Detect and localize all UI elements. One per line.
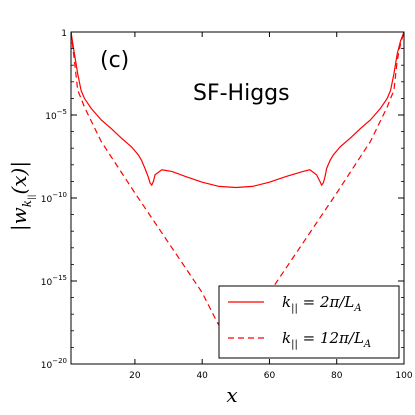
y-axis-label: |wk||(x)| bbox=[7, 161, 36, 231]
x-axis-ticks: 20 40 60 80 100 bbox=[129, 32, 413, 381]
x-tick-label: 60 bbox=[264, 371, 276, 381]
y-tick-label: 10−5 bbox=[45, 108, 67, 122]
legend-1-post: = 2π/L bbox=[298, 293, 355, 311]
x-axis-label: x bbox=[226, 383, 237, 407]
legend-label-series-1: k|| = 2π/LA bbox=[282, 293, 362, 314]
y-tick-label: 10−10 bbox=[41, 191, 67, 205]
y-tick-label: 10−20 bbox=[41, 357, 67, 371]
x-tick-label: 40 bbox=[196, 371, 208, 381]
y-tick-label: 1 bbox=[61, 29, 67, 39]
y-axis-label-subsub: || bbox=[27, 195, 36, 200]
legend-1-pre: k bbox=[282, 293, 291, 311]
legend: k|| = 2π/LA k|| = 12π/LA bbox=[218, 285, 400, 359]
y-axis-ticks: 1 10−5 10−10 10−15 10−20 bbox=[41, 29, 404, 371]
legend-1-sub2: A bbox=[353, 303, 361, 314]
legend-2-pre: k bbox=[282, 329, 291, 347]
y-tick-label: 10−15 bbox=[41, 274, 67, 288]
legend-1-sub: || bbox=[291, 303, 298, 314]
series-line-1 bbox=[71, 32, 404, 189]
x-tick-label: 80 bbox=[331, 371, 343, 381]
legend-label-series-2: k|| = 12π/LA bbox=[282, 329, 371, 350]
panel-label: (c) bbox=[100, 48, 129, 73]
x-tick-label: 20 bbox=[129, 371, 141, 381]
legend-2-sub2: A bbox=[363, 339, 371, 350]
y-axis-label-main: |w bbox=[7, 207, 32, 231]
legend-box bbox=[218, 285, 400, 359]
y-axis-label-sub: k bbox=[20, 200, 34, 207]
series-line-2 bbox=[71, 32, 404, 358]
model-annotation: SF-Higgs bbox=[193, 81, 290, 106]
y-axis-label-rest: (x)| bbox=[7, 161, 32, 195]
legend-2-sub: || bbox=[291, 339, 298, 350]
legend-2-post: = 12π/L bbox=[298, 329, 364, 347]
series-layer bbox=[71, 32, 404, 358]
x-tick-label: 100 bbox=[395, 371, 412, 381]
